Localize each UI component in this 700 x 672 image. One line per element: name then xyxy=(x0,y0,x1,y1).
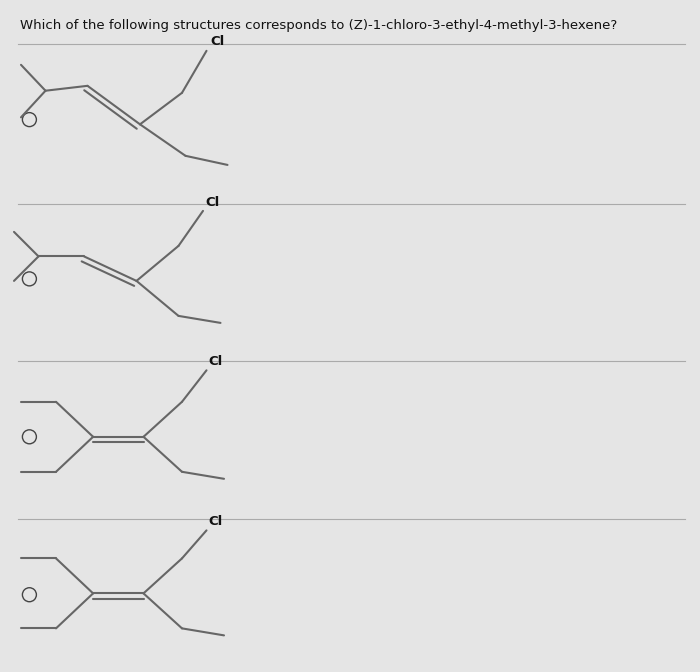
Text: Cl: Cl xyxy=(209,355,223,368)
Text: Cl: Cl xyxy=(210,35,224,48)
Text: Cl: Cl xyxy=(205,196,219,209)
Text: Cl: Cl xyxy=(209,515,223,528)
Text: Which of the following structures corresponds to (Z)-1-chloro-3-ethyl-4-methyl-3: Which of the following structures corres… xyxy=(20,19,617,32)
